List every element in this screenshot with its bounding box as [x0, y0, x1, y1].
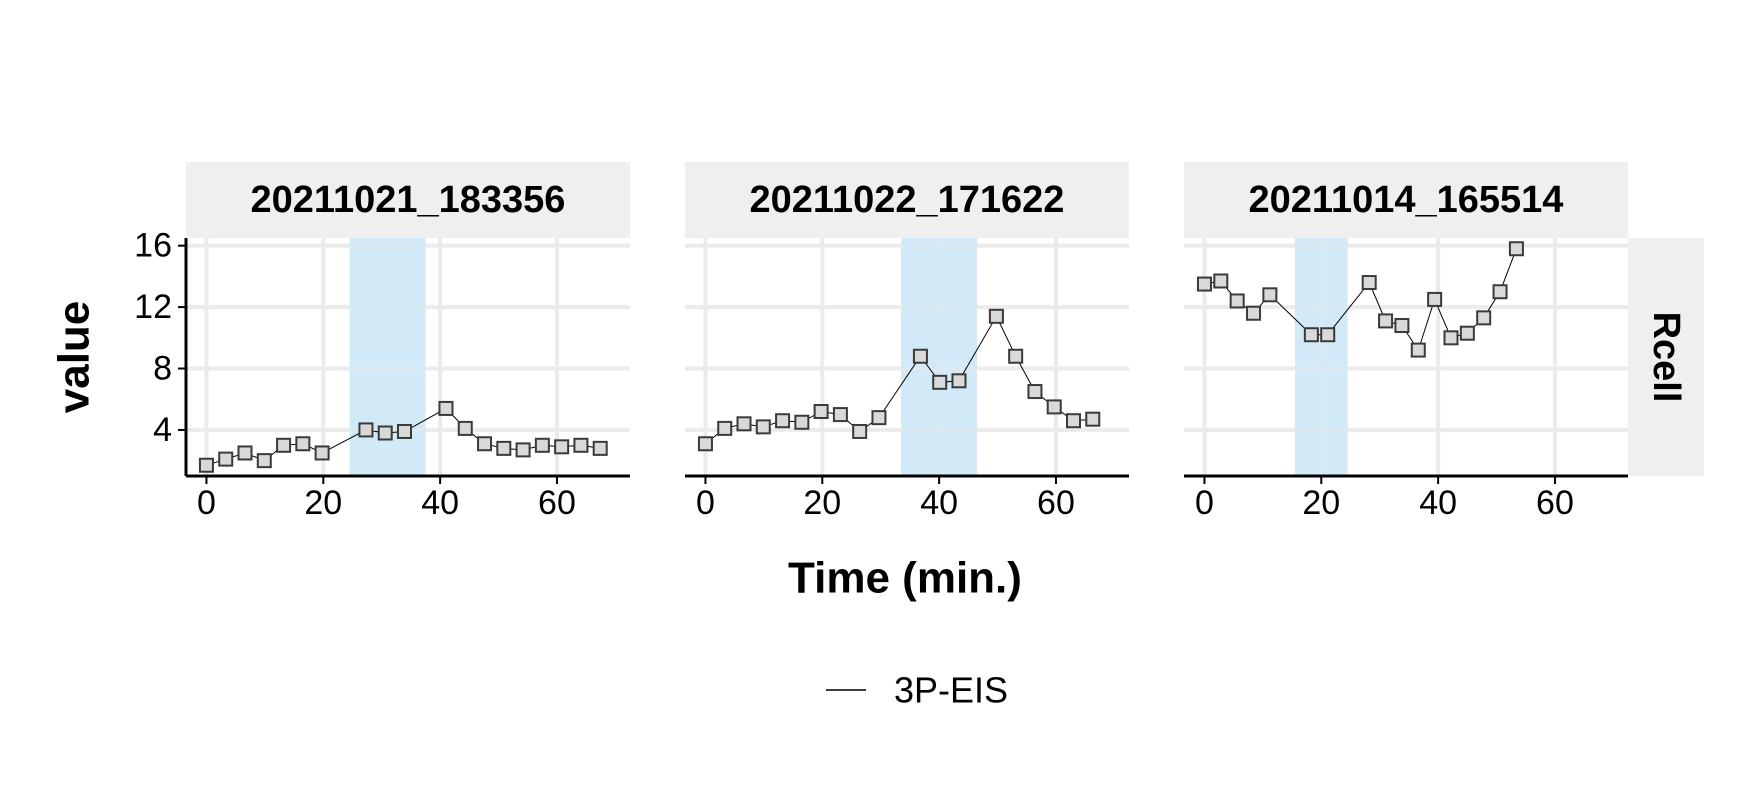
- x-axis-title: Time (min.): [788, 554, 1022, 603]
- x-tick-label: 40: [1419, 484, 1457, 522]
- data-point: [1427, 291, 1443, 307]
- shaded-interval-overlay: [901, 238, 978, 476]
- y-tick-label: 4: [153, 411, 172, 449]
- shaded-interval-overlay: [1295, 238, 1348, 476]
- strip-background: [186, 162, 630, 238]
- data-point: [237, 445, 253, 461]
- data-point: [852, 423, 868, 439]
- panel-3: 20211014_165514 0 20 40 60: [1184, 162, 1628, 522]
- data-point: [1262, 287, 1278, 303]
- data-point: [1361, 275, 1377, 291]
- data-point: [256, 453, 272, 469]
- row-strip: Rcell: [1628, 238, 1704, 476]
- data-point: [988, 308, 1004, 324]
- data-point: [1508, 241, 1524, 257]
- data-point: [1066, 413, 1081, 429]
- x-tick-label: 20: [1302, 484, 1340, 522]
- legend: 3P-EIS: [826, 670, 1008, 711]
- panel-1: 20211021_183356 0 20 40 60 4 8 12 16: [134, 162, 630, 522]
- data-point: [932, 374, 948, 390]
- data-point: [1008, 348, 1024, 364]
- data-point: [1476, 310, 1492, 326]
- data-point: [1213, 273, 1229, 289]
- data-point: [1492, 284, 1508, 300]
- y-tick-label: 12: [134, 288, 172, 326]
- x-tick-label: 20: [304, 484, 342, 522]
- panel-2: 20211022_171622 0 20 40 60: [685, 162, 1129, 522]
- data-point: [697, 436, 713, 452]
- data-point: [1443, 330, 1459, 346]
- data-point: [1303, 327, 1319, 343]
- data-point: [534, 437, 550, 453]
- data-point: [775, 413, 791, 429]
- data-point: [438, 400, 454, 416]
- y-tick-label: 8: [153, 350, 172, 388]
- data-point: [794, 414, 810, 430]
- data-point: [477, 436, 493, 452]
- data-point: [1196, 276, 1212, 292]
- data-point: [717, 420, 733, 436]
- data-point: [951, 373, 967, 389]
- data-point: [1459, 325, 1475, 341]
- data-point: [515, 442, 531, 458]
- x-tick-label: 60: [1536, 484, 1574, 522]
- strip-label: 20211021_183356: [251, 179, 566, 221]
- data-point: [755, 419, 771, 435]
- x-tick-label: 40: [920, 484, 958, 522]
- data-point: [1410, 342, 1426, 358]
- data-point: [1320, 327, 1336, 343]
- data-point: [1027, 384, 1043, 400]
- x-tick-label: 20: [803, 484, 841, 522]
- data-point: [457, 420, 473, 436]
- x-tick-label: 0: [1195, 484, 1214, 522]
- data-point: [396, 423, 412, 439]
- chart-panels: 20211021_183356 0 20 40 60 4 8 12 16 20211022_171…: [134, 162, 1628, 522]
- data-point: [736, 416, 752, 432]
- x-tick-label: 60: [538, 484, 576, 522]
- data-point: [573, 437, 589, 453]
- data-point: [295, 436, 311, 452]
- row-strip-label: Rcell: [1645, 312, 1687, 403]
- data-point: [496, 440, 512, 456]
- data-point: [1378, 313, 1394, 329]
- x-tick-label: 0: [696, 484, 715, 522]
- legend-label: 3P-EIS: [894, 670, 1008, 711]
- data-point: [1394, 318, 1410, 334]
- data-point: [377, 425, 393, 441]
- data-point: [358, 422, 374, 438]
- data-point: [832, 407, 848, 423]
- data-point: [912, 348, 928, 364]
- data-point: [813, 404, 829, 420]
- data-point: [1246, 305, 1262, 321]
- data-point: [592, 440, 608, 456]
- data-point: [554, 439, 570, 455]
- y-axis-title: value: [50, 301, 99, 414]
- strip-label: 20211022_171622: [750, 179, 1065, 221]
- x-tick-label: 40: [421, 484, 459, 522]
- data-point: [871, 410, 887, 426]
- y-tick-label: 16: [134, 227, 172, 265]
- strip-label: 20211014_165514: [1249, 179, 1564, 221]
- strip-background: [1184, 162, 1628, 238]
- data-point: [276, 437, 292, 453]
- x-tick-label: 0: [197, 484, 216, 522]
- data-point: [314, 445, 330, 461]
- x-tick-label: 60: [1037, 484, 1075, 522]
- strip-background: [685, 162, 1129, 238]
- data-point: [1085, 411, 1101, 427]
- data-point: [218, 451, 234, 467]
- data-point: [1229, 293, 1245, 309]
- data-point: [1046, 399, 1062, 415]
- data-point: [198, 457, 214, 473]
